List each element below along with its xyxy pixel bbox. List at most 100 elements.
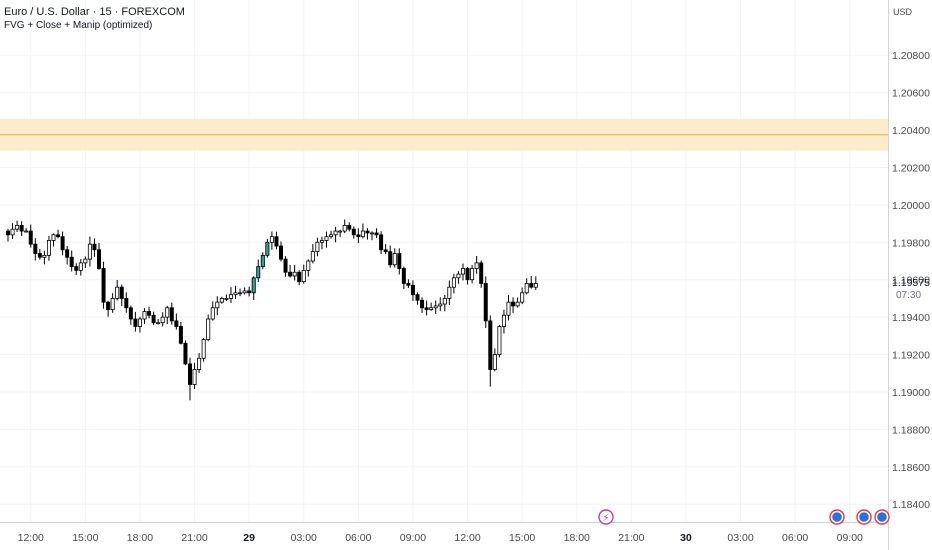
candle: [447, 280, 452, 306]
candle-body: [242, 290, 247, 294]
candle-body: [347, 225, 352, 230]
candle: [101, 261, 106, 309]
candle-body: [379, 234, 384, 251]
candle: [369, 231, 374, 241]
candle-body: [151, 314, 156, 324]
time-axis[interactable]: 12:00 15:00 18:00 21:00 29 03:00 06:00 09:00 12:…: [18, 532, 863, 544]
candle-body: [260, 254, 265, 268]
candle-body: [406, 283, 411, 286]
candle-body: [160, 316, 165, 324]
candle-body: [460, 268, 465, 275]
candle-body: [324, 236, 329, 241]
candle-body: [401, 268, 406, 284]
candle: [365, 228, 370, 240]
candle-body: [19, 225, 24, 232]
candle-body: [56, 234, 61, 238]
currency-label[interactable]: USD: [893, 7, 913, 17]
candle-body: [492, 354, 497, 370]
x-tick-label: 03:00: [291, 532, 317, 544]
candle-body: [174, 320, 179, 327]
indicator-label[interactable]: FVG + Close + Manip (optimized): [4, 20, 153, 31]
candle: [265, 238, 270, 258]
candle: [56, 229, 61, 239]
candle-body: [529, 283, 534, 288]
candle-body: [442, 298, 447, 305]
y-tick-label: 1.18600: [892, 462, 930, 474]
candle: [233, 285, 238, 299]
y-tick-label: 1.20000: [892, 200, 930, 212]
candle-body: [78, 262, 83, 271]
candle: [283, 256, 288, 277]
candle: [306, 259, 311, 277]
candle-body: [533, 283, 538, 288]
candle-body: [288, 271, 293, 277]
candle: [197, 352, 202, 373]
x-tick-label: 12:00: [18, 532, 44, 544]
y-tick-label: 1.19400: [892, 312, 930, 324]
candle-body: [147, 311, 152, 316]
candle-body: [178, 326, 183, 344]
x-tick-label: 15:00: [509, 532, 535, 544]
candle-body: [165, 307, 170, 318]
candle-body: [128, 307, 133, 320]
candle: [278, 241, 283, 262]
candle: [374, 228, 379, 239]
candle-body: [342, 225, 347, 232]
candle: [342, 219, 347, 234]
chart-grid: [0, 0, 888, 522]
candle-body: [479, 262, 484, 284]
candle-body: [197, 357, 202, 370]
candle: [492, 348, 497, 372]
candle: [151, 311, 156, 326]
candle: [356, 228, 361, 244]
candle-body: [470, 268, 475, 281]
candle-body: [142, 311, 147, 320]
candle-body: [46, 240, 51, 256]
candle: [433, 300, 438, 315]
candle: [315, 237, 320, 257]
economic-event-icon[interactable]: [874, 509, 890, 525]
candle-body: [356, 234, 361, 238]
event-icon-core: [877, 512, 887, 522]
candle-body: [224, 298, 229, 300]
event-markers[interactable]: ⚡: [598, 509, 890, 525]
candle: [269, 231, 274, 250]
candle-body: [315, 241, 320, 253]
candle-body: [219, 298, 224, 303]
candle: [511, 297, 516, 314]
candle-body: [83, 258, 88, 264]
candle-body: [520, 292, 525, 303]
candle: [183, 340, 188, 366]
candle: [329, 230, 334, 239]
candle-body: [65, 249, 70, 258]
economic-event-icon[interactable]: [829, 509, 845, 525]
lightning-icon[interactable]: ⚡: [598, 509, 614, 525]
candle: [15, 220, 20, 233]
candles: [6, 219, 538, 401]
bar-countdown: 07:30: [896, 290, 922, 301]
candle: [324, 231, 329, 248]
candle: [397, 248, 402, 275]
candle-body: [33, 243, 38, 254]
candle-body: [506, 301, 511, 316]
x-tick-label: 09:00: [837, 532, 863, 544]
candle-body: [24, 230, 29, 233]
candle-body: [101, 268, 106, 303]
y-tick-label: 1.20600: [892, 88, 930, 100]
candle: [520, 287, 525, 305]
x-tick-label: 30: [680, 532, 692, 544]
candle: [401, 266, 406, 289]
candle: [506, 294, 511, 321]
candle-body: [137, 318, 142, 327]
candle: [87, 236, 92, 267]
candle-body: [283, 258, 288, 273]
event-icon-core: [832, 512, 842, 522]
x-tick-label: 03:00: [727, 532, 753, 544]
x-tick-label: 21:00: [181, 532, 207, 544]
price-axis[interactable]: 1.20800 1.20600 1.20400 1.20200 1.20000 1.198…: [892, 50, 930, 511]
candle: [6, 228, 11, 242]
economic-event-icon[interactable]: [856, 509, 872, 525]
symbol-title[interactable]: Euro / U.S. Dollar · 15 · FOREXCOM: [4, 6, 185, 18]
candle-body: [483, 283, 488, 322]
